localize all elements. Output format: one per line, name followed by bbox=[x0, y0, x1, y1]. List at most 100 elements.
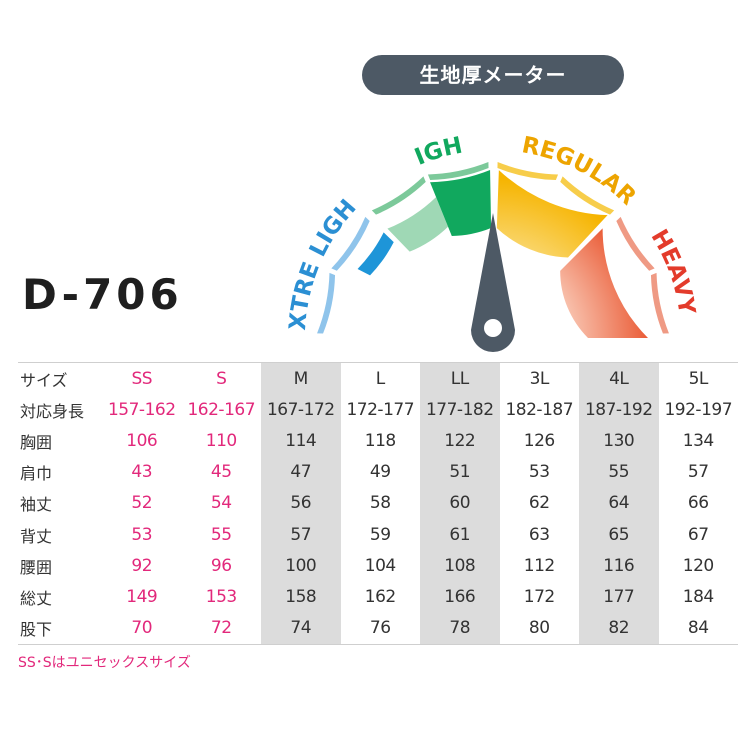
gauge-label-3: HEAVY bbox=[646, 225, 700, 316]
row-label: 肩巾 bbox=[20, 464, 53, 484]
row-label: 胸囲 bbox=[20, 432, 53, 452]
table-cell: 66 bbox=[687, 493, 709, 514]
size-header-3L: 3L bbox=[499, 362, 579, 395]
table-row: 総丈 149 153 158 162 166 172 177 184 bbox=[18, 581, 738, 613]
table-cell: 57 bbox=[261, 518, 341, 551]
table-cell: 162 bbox=[364, 586, 396, 607]
table-cell: 108 bbox=[420, 550, 500, 582]
model-number: D-706 bbox=[22, 270, 183, 319]
sector-regular bbox=[496, 170, 608, 258]
needle-hub bbox=[484, 319, 502, 337]
table-cell: 67 bbox=[687, 524, 709, 545]
table-cell: 60 bbox=[420, 487, 500, 519]
outer-arc-1-b bbox=[427, 162, 489, 181]
table-cell: 106 bbox=[126, 430, 158, 451]
sector-heavy bbox=[560, 228, 648, 338]
table-row: 股下 70 72 74 76 78 80 82 84 bbox=[18, 612, 738, 645]
table-cell: 92 bbox=[131, 555, 153, 576]
table-cell: 158 bbox=[261, 581, 341, 613]
gauge-label-1: LIGHT bbox=[240, 100, 465, 171]
row-label: サイズ bbox=[18, 362, 102, 395]
sector-extre-light bbox=[357, 232, 394, 276]
table-cell: 82 bbox=[579, 612, 659, 645]
table-cell: 57 bbox=[687, 462, 709, 483]
table-cell: 55 bbox=[579, 456, 659, 488]
table-cell: 122 bbox=[420, 425, 500, 457]
size-header-5L: 5L bbox=[658, 362, 738, 395]
table-cell: 134 bbox=[682, 430, 714, 451]
table-cell: 187-192 bbox=[579, 394, 659, 426]
table-cell: 70 bbox=[102, 612, 182, 645]
table-cell: 84 bbox=[658, 612, 738, 645]
row-label: 袖丈 bbox=[20, 495, 53, 515]
table-cell: 56 bbox=[261, 487, 341, 519]
table-cell: 64 bbox=[579, 487, 659, 519]
table-cell: 110 bbox=[205, 430, 237, 451]
row-label: 股下 bbox=[18, 612, 102, 645]
table-cell: 149 bbox=[126, 586, 158, 607]
sector-light-pale bbox=[387, 197, 449, 252]
unisex-note: SS･Sはユニセックスサイズ bbox=[18, 655, 191, 671]
table-cell: 157-162 bbox=[107, 399, 176, 420]
table-cell: 63 bbox=[528, 524, 550, 545]
table-cell: 104 bbox=[364, 555, 396, 576]
size-header-S: S bbox=[181, 362, 261, 395]
table-cell: 172 bbox=[523, 586, 555, 607]
table-cell: 76 bbox=[340, 612, 420, 645]
outer-arc-1-a bbox=[371, 176, 426, 215]
size-header-M: M bbox=[261, 362, 341, 395]
outer-arc-3-a bbox=[616, 216, 655, 271]
table-cell: 61 bbox=[420, 518, 500, 551]
table-cell: 166 bbox=[420, 581, 500, 613]
table-cell: 116 bbox=[579, 550, 659, 582]
table-cell: 62 bbox=[528, 493, 550, 514]
needle bbox=[471, 213, 515, 352]
table-row: 背丈 53 55 57 59 61 63 65 67 bbox=[18, 518, 738, 551]
table-cell: 55 bbox=[210, 524, 232, 545]
fabric-thickness-gauge: EXTRE LIGHTLIGHTREGULARHEAVY bbox=[240, 100, 700, 352]
outer-arc-2-b bbox=[560, 176, 615, 215]
table-cell: 184 bbox=[682, 586, 714, 607]
size-header-SS: SS bbox=[102, 362, 182, 395]
table-cell: 72 bbox=[181, 612, 261, 645]
table-cell: 65 bbox=[579, 518, 659, 551]
table-cell: 78 bbox=[420, 612, 500, 645]
table-cell: 49 bbox=[369, 462, 391, 483]
table-cell: 177 bbox=[579, 581, 659, 613]
table-cell: 43 bbox=[131, 462, 153, 483]
outer-arc-3-b bbox=[650, 272, 669, 334]
table-row: 対応身長 157-162 162-167 167-172 172-177 177-182 1… bbox=[18, 394, 738, 426]
table-cell: 54 bbox=[210, 493, 232, 514]
table-cell: 162-167 bbox=[187, 399, 256, 420]
table-cell: 118 bbox=[364, 430, 396, 451]
size-header-LL: LL bbox=[420, 362, 500, 395]
table-cell: 80 bbox=[499, 612, 579, 645]
table-row: 肩巾 43 45 47 49 51 53 55 57 bbox=[18, 456, 738, 488]
table-cell: 120 bbox=[682, 555, 714, 576]
table-cell: 153 bbox=[205, 586, 237, 607]
table-cell: 126 bbox=[523, 430, 555, 451]
table-row: 胸囲 106 110 114 118 122 126 130 134 bbox=[18, 425, 738, 457]
size-header-L: L bbox=[340, 362, 420, 395]
table-cell: 182-187 bbox=[505, 399, 574, 420]
table-cell: 114 bbox=[261, 425, 341, 457]
table-cell: 47 bbox=[261, 456, 341, 488]
row-label: 対応身長 bbox=[20, 401, 85, 421]
size-table: サイズ SS S M L LL 3L 4L 5L 対応身長 157-162 162-167 167-17… bbox=[18, 362, 738, 645]
table-cell: 172-177 bbox=[346, 399, 415, 420]
row-label: 背丈 bbox=[20, 526, 53, 546]
table-cell: 192-197 bbox=[664, 399, 733, 420]
table-row: 腰囲 92 96 100 104 108 112 116 120 bbox=[18, 550, 738, 582]
table-cell: 167-172 bbox=[261, 394, 341, 426]
table-cell: 51 bbox=[420, 456, 500, 488]
gauge-label-0: EXTRE LIGHT bbox=[240, 100, 362, 331]
size-header-row: サイズ SS S M L LL 3L 4L 5L bbox=[18, 362, 738, 395]
gauge-inner-sectors bbox=[357, 170, 648, 338]
table-cell: 59 bbox=[369, 524, 391, 545]
table-cell: 58 bbox=[369, 493, 391, 514]
table-cell: 177-182 bbox=[420, 394, 500, 426]
meter-title: 生地厚メーター bbox=[362, 55, 624, 95]
outer-arc-2-a bbox=[497, 162, 559, 181]
outer-arc-0-a bbox=[317, 272, 336, 334]
size-header-4L: 4L bbox=[579, 362, 659, 395]
